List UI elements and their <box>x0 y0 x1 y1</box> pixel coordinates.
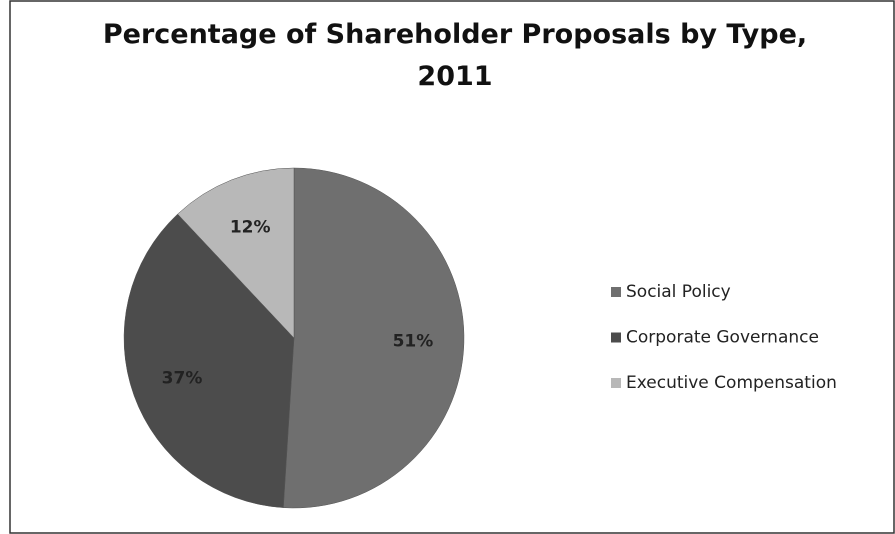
data-label: 37% <box>162 368 203 388</box>
data-label: 51% <box>393 332 434 352</box>
legend-swatch <box>611 287 621 297</box>
pie-slice <box>283 167 465 509</box>
legend-label: Social Policy <box>626 282 731 302</box>
legend-label: Executive Compensation <box>626 373 837 393</box>
frame <box>9 0 895 534</box>
pie-slice <box>177 167 295 339</box>
legend-swatch <box>611 378 621 388</box>
chart-title: Percentage of Shareholder Proposals by T… <box>102 19 808 92</box>
legend-swatch <box>611 332 621 343</box>
legend-label: Corporate Governance <box>626 328 819 348</box>
data-label: 12% <box>230 217 271 237</box>
pie-slice <box>123 213 295 508</box>
